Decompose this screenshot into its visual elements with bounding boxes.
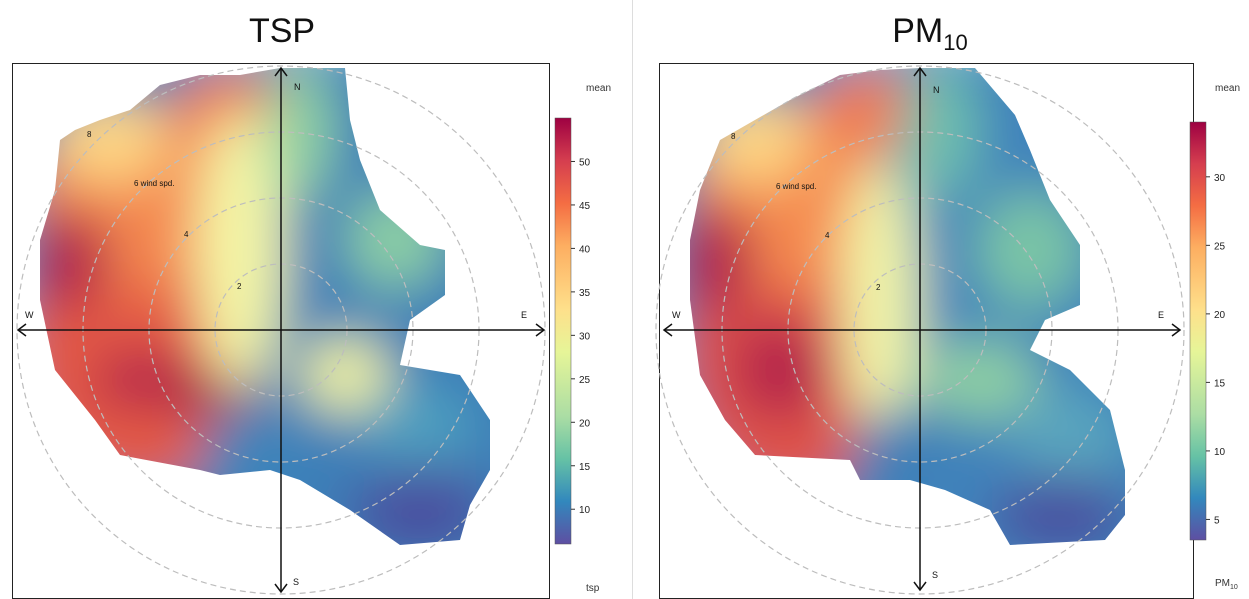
arrowhead-south-tsp	[274, 583, 288, 594]
colorbar-gradient-tsp	[554, 117, 572, 545]
ring-label-6-pm10: 6 wind spd.	[776, 182, 816, 191]
colorbar-caption-pm10-main: PM	[1215, 578, 1230, 589]
direction-label-n-pm10: N	[933, 85, 940, 95]
colorbar-tick-label-pm10: 30	[1214, 173, 1226, 184]
colorbar-tick-label-pm10: 5	[1214, 515, 1220, 526]
colorbar-tick-label-tsp: 40	[579, 244, 591, 255]
direction-label-w-tsp: W	[25, 310, 34, 320]
colorbar-tick-label-pm10: 20	[1214, 310, 1226, 321]
direction-label-s-pm10: S	[932, 570, 938, 580]
arrowhead-west-pm10	[662, 323, 673, 337]
colorbar-caption-pm10: PM10	[1215, 578, 1238, 591]
axes-tsp	[16, 66, 546, 594]
chart-title-pm10-main: PM	[892, 12, 944, 50]
colorbar-tick-label-tsp: 20	[579, 418, 591, 429]
colorbar-tick-label-pm10: 15	[1214, 378, 1226, 389]
direction-label-n-tsp: N	[294, 82, 301, 92]
arrowhead-west-tsp	[16, 323, 27, 337]
direction-label-w-pm10: W	[672, 310, 681, 320]
colorbar-tick-label-tsp: 30	[579, 331, 591, 342]
ring-label-2-pm10: 2	[876, 283, 881, 292]
colorbar-tick-label-tsp: 10	[579, 505, 591, 516]
panel-divider	[632, 0, 633, 599]
ring-label-8-tsp: 8	[87, 130, 92, 139]
ring-label-6-tsp: 6 wind spd.	[134, 179, 174, 188]
legend-title-tsp: mean	[586, 83, 611, 94]
surface-tsp	[40, 68, 490, 545]
direction-label-e-pm10: E	[1158, 310, 1164, 320]
ring-label-4-pm10: 4	[825, 231, 830, 240]
colorbar-tick-label-tsp: 35	[579, 288, 591, 299]
colorbar-tick-label-pm10: 25	[1214, 241, 1226, 252]
arrowhead-north-pm10	[913, 66, 927, 77]
colorbar-gradient-pm10	[1189, 121, 1207, 541]
chart-title-tsp: TSP	[248, 12, 316, 50]
colorbar-caption-tsp: tsp	[586, 583, 600, 594]
ring-label-4-tsp: 4	[184, 230, 189, 239]
colorbar-tick-label-pm10: 10	[1214, 447, 1226, 458]
arrowhead-east-pm10	[1171, 323, 1182, 337]
chart-title-pm10-sub: 10	[943, 29, 968, 55]
chart-title-pm10: PM10	[880, 12, 980, 56]
colorbar-tick-label-tsp: 50	[579, 157, 591, 168]
colorbar-tick-label-tsp: 15	[579, 462, 591, 473]
colorbar-ticks-pm10: 5 10 15 20 25 30	[1206, 173, 1226, 526]
ring-label-8-pm10: 8	[731, 132, 736, 141]
arrowhead-south-pm10	[913, 581, 927, 592]
axes-pm10	[662, 66, 1182, 592]
polar-plot-pm10: N E S W 2 4 6 wind spd. 8 mean 5 10 15 20 25…	[655, 65, 1240, 595]
colorbar-caption-pm10-sub: 10	[1230, 584, 1238, 591]
arrowhead-north-tsp	[274, 66, 288, 77]
arrowhead-east-tsp	[535, 323, 546, 337]
legend-title-pm10: mean	[1215, 83, 1240, 94]
polar-plot-tsp: N E S W 2 4 6 wind spd. 8 mean 10 15 20 25 3…	[16, 65, 611, 595]
ring-label-2-tsp: 2	[237, 282, 242, 291]
ring-8-pm10	[655, 65, 1185, 595]
direction-label-e-tsp: E	[521, 310, 527, 320]
colorbar-tick-label-tsp: 45	[579, 201, 591, 212]
direction-label-s-tsp: S	[293, 577, 299, 587]
colorbar-tsp: mean 10 15 20 25 30 35 40 45 50 tsp	[554, 83, 611, 594]
colorbar-ticks-tsp: 10 15 20 25 30 35 40 45 50	[571, 157, 591, 516]
colorbar-tick-label-tsp: 25	[579, 375, 591, 386]
